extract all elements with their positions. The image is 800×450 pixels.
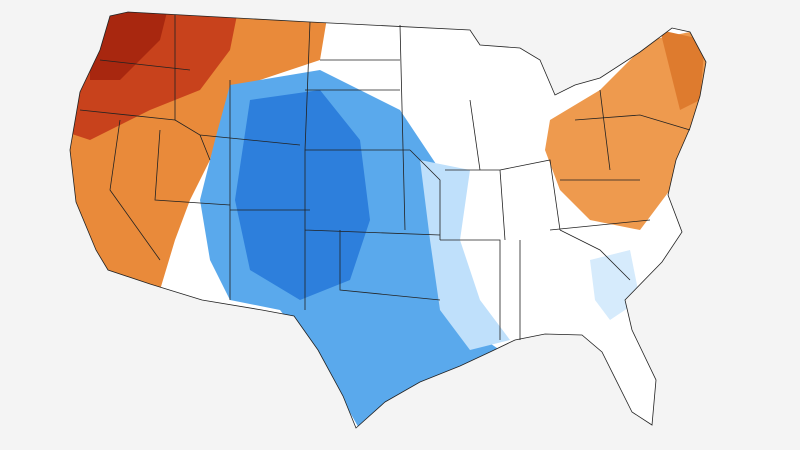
cool-margin	[420, 160, 510, 350]
hottest-northwest	[90, 12, 170, 80]
state-borders	[69, 11, 707, 429]
us-outline	[69, 11, 707, 429]
cold-rockies	[235, 90, 370, 300]
warm-new-england	[660, 30, 705, 110]
